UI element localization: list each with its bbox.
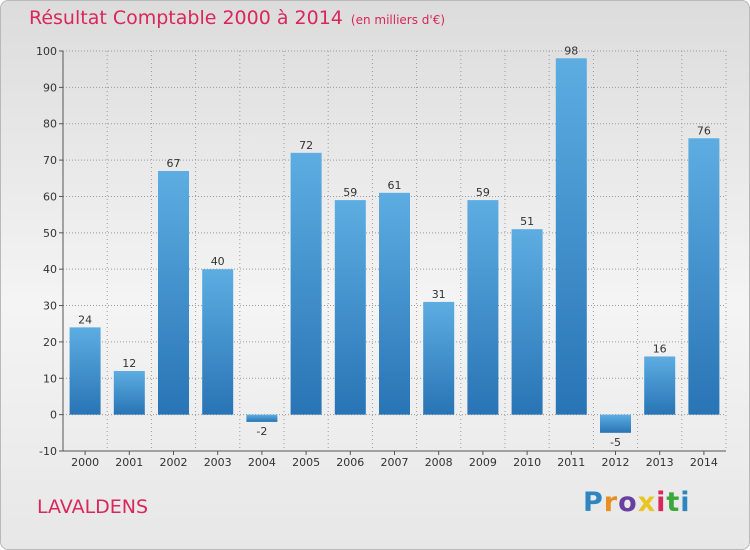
- logo-letter: r: [603, 487, 619, 518]
- y-tick-label: 100: [36, 45, 57, 58]
- x-tick-label: 2007: [381, 456, 409, 469]
- bar-2008: [423, 301, 455, 415]
- x-tick-label: 2006: [336, 456, 364, 469]
- y-tick-label: 90: [43, 81, 57, 94]
- logo-letter: i: [656, 487, 667, 518]
- y-tick-label: 60: [43, 190, 57, 203]
- chart-unit: (en milliers d'€): [350, 13, 446, 27]
- x-tick-label: 2002: [160, 456, 188, 469]
- y-tick-label: 10: [43, 372, 57, 385]
- data-label: 51: [520, 215, 534, 228]
- bar-2011: [555, 58, 587, 415]
- data-label: 31: [432, 288, 446, 301]
- y-tick-label: 50: [43, 227, 57, 240]
- x-tick-label: 2000: [71, 456, 99, 469]
- chart-title-block: Résultat Comptable 2000 à 2014 (en millie…: [29, 7, 445, 29]
- y-tick-label: -10: [39, 445, 57, 458]
- x-tick-label: 2012: [602, 456, 630, 469]
- y-tick-label: 20: [43, 336, 57, 349]
- bar-2007: [379, 192, 410, 415]
- logo-letter: o: [618, 487, 638, 518]
- x-tick-label: 2010: [513, 456, 541, 469]
- x-tick-label: 2005: [292, 456, 320, 469]
- bar-layer: 24 12 67 40 -2 72 59 61 31 59 51 98 -5 16 76: [69, 44, 720, 449]
- bar-2004: [246, 414, 278, 422]
- bar-2009: [467, 200, 499, 415]
- x-tick-label: 2014: [690, 456, 718, 469]
- bar-2002: [158, 171, 189, 415]
- bar-2010: [511, 229, 543, 415]
- bar-chart: 24 12 67 40 -2 72 59 61 31 59 51 98 -5 16 76 -10 0 10 20 3…: [36, 44, 727, 469]
- data-label: 59: [343, 186, 357, 199]
- x-tick-label: 2011: [557, 456, 585, 469]
- data-label: 24: [78, 313, 92, 326]
- bar-2006: [334, 200, 366, 415]
- logo-letter: x: [637, 487, 657, 518]
- data-label: 72: [299, 139, 313, 152]
- x-tick-label: 2013: [646, 456, 674, 469]
- y-tick-label: 40: [43, 263, 57, 276]
- place-name: LAVALDENS: [37, 496, 149, 518]
- proxiti-logo: Proxiti: [583, 487, 691, 518]
- bar-2001: [113, 371, 145, 415]
- data-label: 98: [564, 44, 578, 57]
- bar-2012: [600, 414, 631, 433]
- bar-2014: [688, 138, 720, 415]
- x-tick-label: 2003: [204, 456, 232, 469]
- logo-letter: t: [666, 487, 681, 518]
- y-tick-label: 80: [43, 118, 57, 131]
- bar-2000: [69, 327, 101, 415]
- data-label: 59: [476, 186, 490, 199]
- y-tick-label: 30: [43, 300, 57, 313]
- data-label: 61: [388, 179, 402, 192]
- logo-letter: i: [680, 487, 691, 518]
- grid-layer: [62, 50, 727, 452]
- data-label: 16: [653, 342, 667, 355]
- chart-title: Résultat Comptable 2000 à 2014: [29, 7, 343, 29]
- x-tick-label: 2008: [425, 456, 453, 469]
- x-tick-label: 2001: [115, 456, 143, 469]
- data-label: -2: [256, 425, 267, 438]
- data-label: 40: [211, 255, 225, 268]
- data-label: -5: [610, 436, 621, 449]
- data-label: 67: [167, 157, 181, 170]
- x-tick-label: 2009: [469, 456, 497, 469]
- axis-layer: -10 0 10 20 30 40 50 60 70 80 90 100 2000 2001 2002 200…: [36, 45, 726, 469]
- logo-letter: P: [583, 487, 604, 518]
- y-tick-label: 0: [50, 409, 57, 422]
- y-tick-label: 70: [43, 154, 57, 167]
- x-tick-label: 2004: [248, 456, 276, 469]
- bar-2005: [290, 152, 322, 415]
- data-label: 12: [122, 357, 136, 370]
- bar-2013: [644, 356, 676, 415]
- bar-2003: [202, 269, 234, 415]
- data-label: 76: [697, 124, 711, 137]
